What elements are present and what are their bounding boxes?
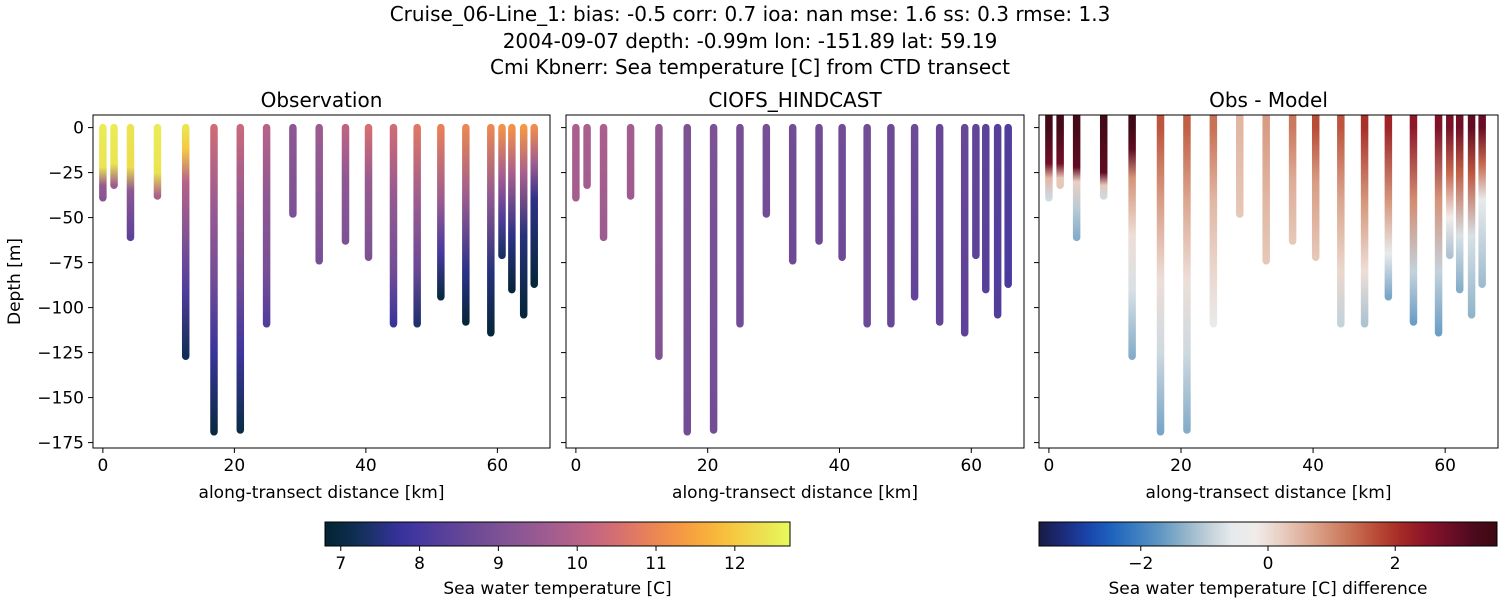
xtick-label-model-40: 40: [829, 456, 851, 476]
xtick-label-diff-60: 60: [1434, 456, 1456, 476]
panel-diff-marks: [1045, 115, 1486, 436]
ytick-label--50: −50: [48, 209, 84, 229]
xtick-label-obs-60: 60: [487, 456, 509, 476]
axes-frame-diff: [1038, 114, 1499, 449]
xtick-label-obs-0: 0: [97, 456, 108, 476]
panel-title-diff: Obs - Model: [1209, 88, 1328, 112]
xtick-label-model-20: 20: [697, 456, 719, 476]
cbar-tick-label-cbar-temp-10: 10: [566, 554, 588, 574]
cbar-label-cbar-temp: Sea water temperature [C]: [443, 579, 671, 599]
cbar-label-cbar-diff: Sea water temperature [C] difference: [1108, 579, 1427, 599]
cbar-tick-label-cbar-diff-0: 0: [1263, 554, 1274, 574]
xlabel-diff: along-transect distance [km]: [1146, 483, 1392, 503]
cbar-tick-label-cbar-temp-11: 11: [645, 554, 667, 574]
cbar-tick-label-cbar-temp-12: 12: [724, 554, 746, 574]
colorbar-bar-cbar-diff: [1038, 521, 1498, 547]
panel-obs-marks: [99, 123, 538, 436]
cbar-tick-label-cbar-diff-2: 2: [1390, 554, 1401, 574]
ytick-label--150: −150: [37, 389, 84, 409]
ytick-label--25: −25: [48, 164, 84, 184]
ytick-label--75: −75: [48, 254, 84, 274]
panel-model: CIOFS_HINDCAST 0 20 40 60 along-transect dist…: [561, 88, 1025, 503]
colorbar-bar-cbar-temp: [324, 521, 791, 547]
xtick-label-diff-40: 40: [1302, 456, 1324, 476]
ytick-label--175: −175: [37, 434, 84, 454]
cbar-tick-label-cbar-temp-7: 7: [335, 554, 346, 574]
figure-title-line-3: Cmi Kbnerr: Sea temperature [C] from CTD…: [490, 55, 1010, 79]
panel-title-model: CIOFS_HINDCAST: [708, 88, 882, 112]
cbar-tick-label-cbar-diff--2: −2: [1128, 554, 1153, 574]
xlabel-model: along-transect distance [km]: [672, 483, 918, 503]
ytick-label--100: −100: [37, 299, 84, 319]
colorbar-cbar-diff: −2 0 2 Sea water temperature [C] difference: [1038, 521, 1498, 599]
ylabel: Depth [m]: [5, 238, 25, 325]
xtick-label-diff-20: 20: [1170, 456, 1192, 476]
xtick-label-diff-0: 0: [1043, 456, 1054, 476]
panel-model-marks: [572, 123, 1012, 436]
xtick-label-obs-20: 20: [224, 456, 246, 476]
panel-obs: Observation 0 20 40 60 along-transect distanc…: [5, 88, 551, 503]
colorbar-cbar-temp: 7 8 9 10 11 12 Sea water temperature [C]: [324, 521, 791, 599]
panel-title-obs: Observation: [261, 88, 383, 112]
cbar-tick-label-cbar-temp-9: 9: [493, 554, 504, 574]
cbar-tick-label-cbar-temp-8: 8: [414, 554, 425, 574]
xtick-label-obs-40: 40: [355, 456, 377, 476]
panel-diff: Obs - Model 0 20 40 60 along-transect distanc…: [1034, 88, 1499, 503]
xtick-label-model-0: 0: [570, 456, 581, 476]
figure-title-line-2: 2004-09-07 depth: -0.99m lon: -151.89 la…: [502, 29, 998, 53]
xlabel-obs: along-transect distance [km]: [199, 483, 445, 503]
ytick-label--125: −125: [37, 344, 84, 364]
ytick-label-0: 0: [73, 119, 84, 139]
xtick-label-model-60: 60: [960, 456, 982, 476]
figure-title-line-1: Cruise_06-Line_1: bias: -0.5 corr: 0.7 i…: [389, 2, 1111, 26]
axes-frame-obs: [92, 114, 551, 449]
axes-frame-model: [565, 114, 1025, 449]
